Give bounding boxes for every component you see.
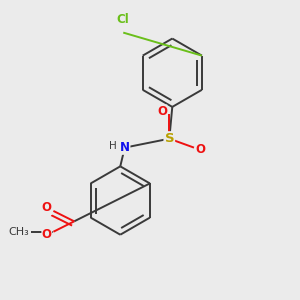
Text: S: S	[164, 132, 174, 145]
Text: O: O	[157, 105, 167, 118]
Text: Cl: Cl	[117, 13, 130, 26]
Text: H: H	[109, 141, 116, 152]
Text: N: N	[120, 141, 130, 154]
Text: O: O	[42, 202, 52, 214]
Text: O: O	[196, 142, 206, 156]
Text: O: O	[42, 228, 52, 241]
Text: CH₃: CH₃	[9, 227, 30, 237]
